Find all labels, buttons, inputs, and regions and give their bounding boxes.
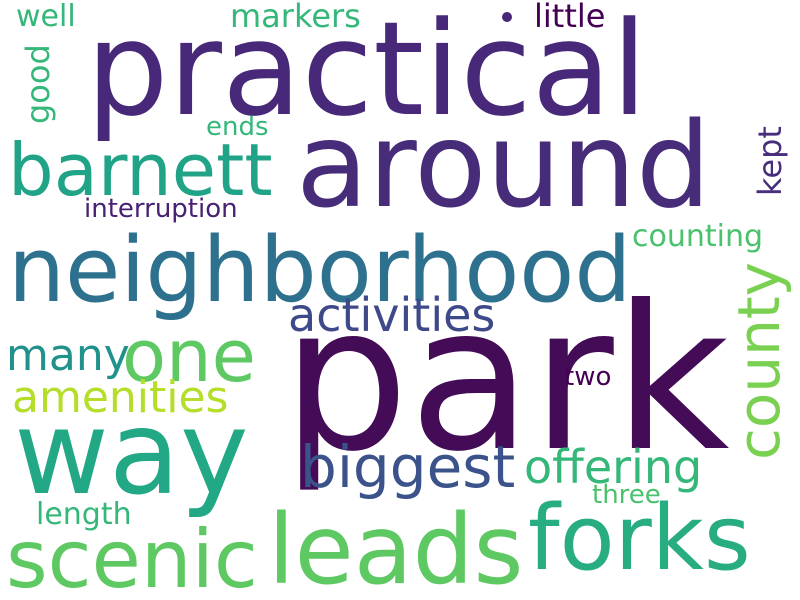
word-well: well — [16, 0, 76, 34]
word-length: length — [36, 497, 132, 532]
word-one: one — [122, 314, 256, 398]
word-markers: markers — [230, 0, 361, 35]
word-forks: forks — [528, 486, 751, 591]
word-amenities: amenities — [12, 372, 229, 423]
word-leads: leads — [268, 494, 524, 600]
word-neighborhood: neighborhood — [8, 218, 632, 323]
word-county: county — [725, 262, 793, 460]
word-counting: counting — [632, 219, 764, 254]
word-barnett: barnett — [8, 128, 273, 212]
word-activities: activities — [288, 288, 496, 342]
word-practical: practical — [86, 0, 648, 145]
word-many: many — [6, 330, 130, 381]
word-park: park — [282, 263, 730, 496]
word-biggest: biggest — [300, 433, 516, 501]
word-offering: offering — [524, 440, 703, 494]
word-kept: kept — [751, 126, 789, 196]
word-two: two — [564, 362, 612, 392]
word-little: little — [534, 0, 606, 35]
word-ends: ends — [206, 112, 269, 142]
word-good: good — [19, 44, 57, 124]
word-three: three — [592, 480, 661, 510]
word-way: way — [14, 386, 249, 521]
dot-mark — [502, 12, 512, 22]
word-interruption: interruption — [84, 194, 238, 224]
word-scenic: scenic — [6, 513, 258, 600]
word-around: around — [296, 96, 711, 234]
